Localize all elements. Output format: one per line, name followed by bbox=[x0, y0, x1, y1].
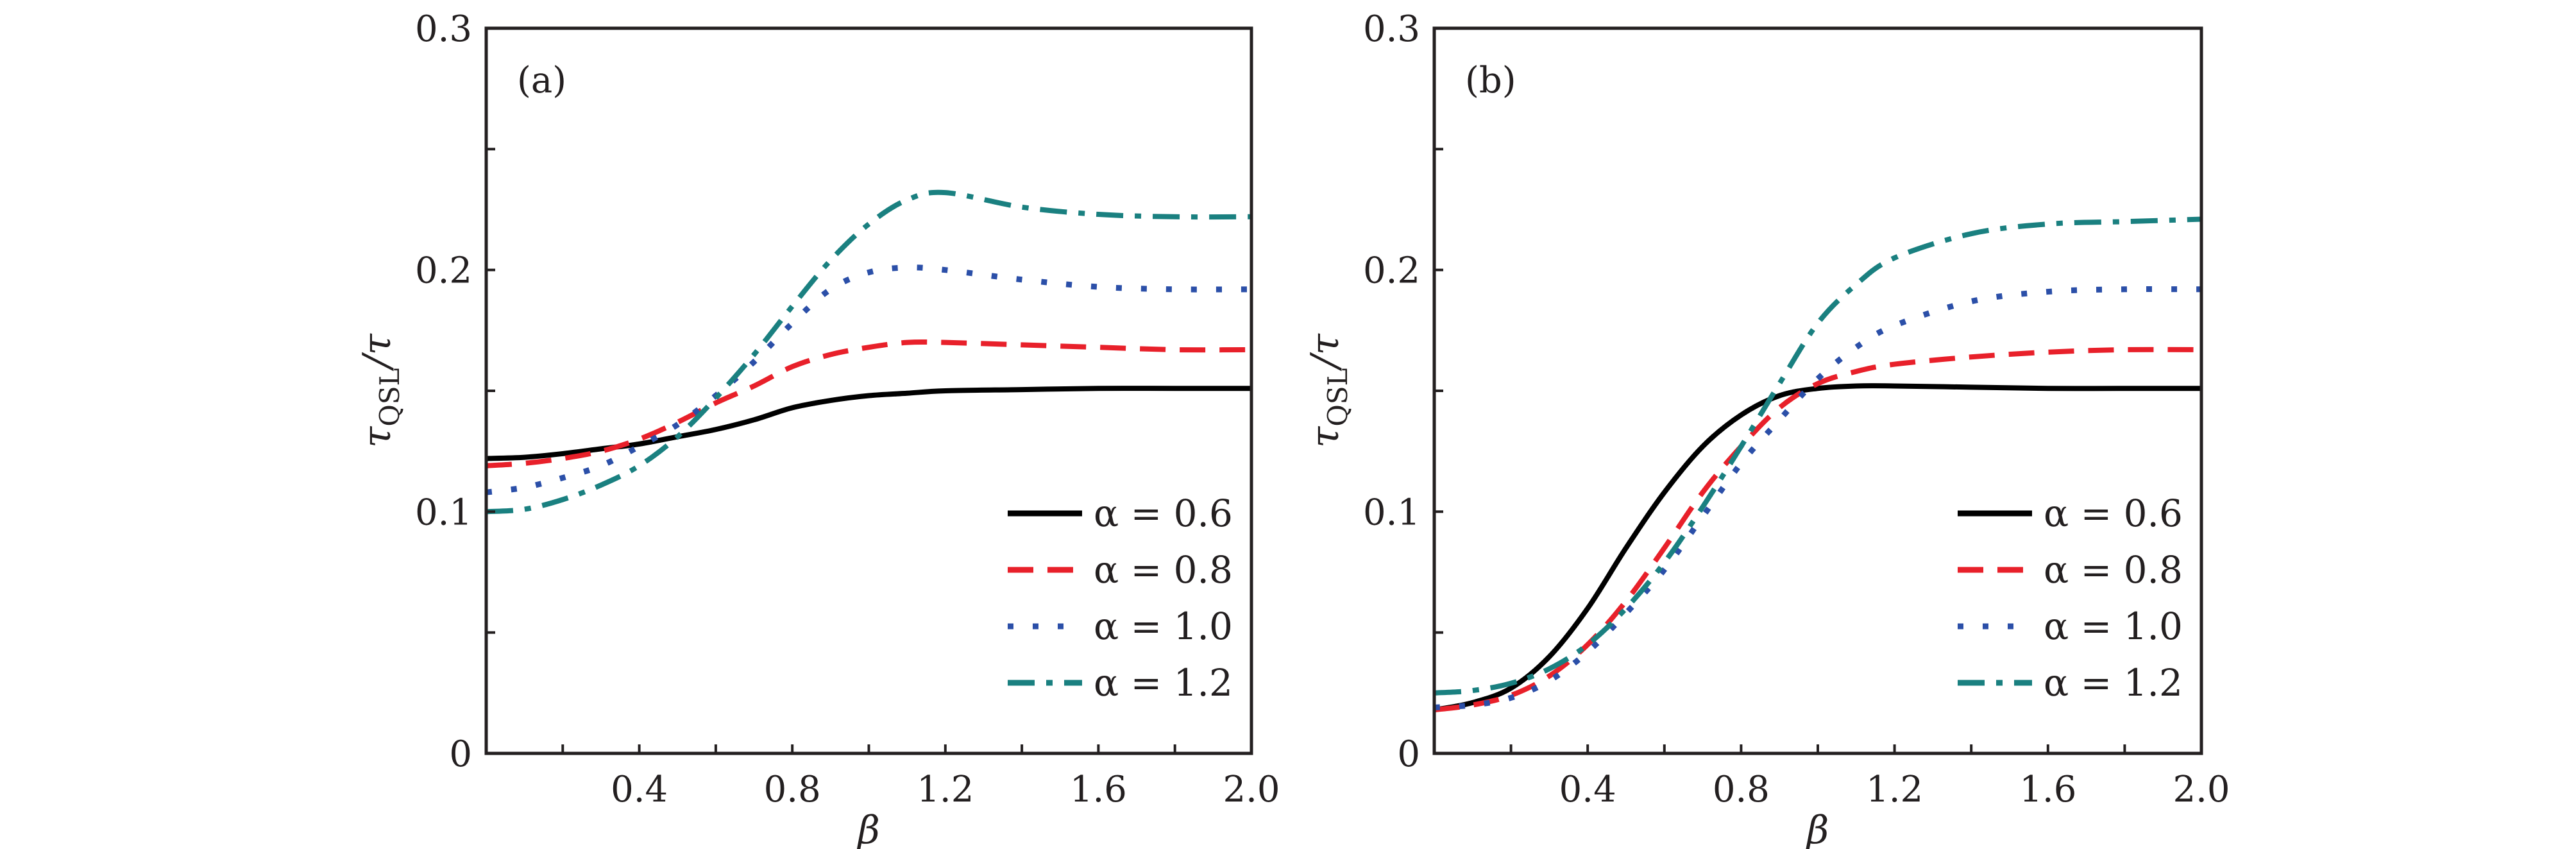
y-axis-label: τQSL/τ bbox=[355, 333, 405, 448]
series-line-1 bbox=[486, 339, 1252, 468]
x-tick-label: 0.8 bbox=[1713, 769, 1770, 810]
x-tick-label: 2.0 bbox=[2173, 769, 2230, 810]
y-tick-label: 0.3 bbox=[1363, 8, 1420, 50]
legend-label-3: α = 1.2 bbox=[2044, 661, 2183, 705]
series-line-0 bbox=[1434, 383, 2201, 713]
series-line-2 bbox=[486, 264, 1252, 495]
legend-label-1: α = 0.8 bbox=[1094, 548, 1233, 592]
series-line-3 bbox=[1434, 216, 2202, 696]
y-tick-label: 0.3 bbox=[415, 8, 472, 50]
y-tick-label: 0.2 bbox=[415, 250, 472, 292]
y-tick-label: 0.1 bbox=[415, 492, 472, 533]
x-tick-label: 0.4 bbox=[611, 769, 668, 810]
x-tick-label: 0.4 bbox=[1559, 769, 1616, 810]
panel-label: (a) bbox=[517, 60, 566, 101]
y-axis-label-tail: /τ bbox=[355, 333, 400, 371]
y-tick-label: 0 bbox=[1397, 733, 1420, 775]
x-axis-label: β bbox=[856, 808, 880, 849]
legend-label-3: α = 1.2 bbox=[1094, 661, 1233, 705]
y-axis-label: τQSL/τ bbox=[1303, 333, 1353, 448]
series-line-1 bbox=[1434, 347, 2202, 713]
x-tick-label: 0.8 bbox=[764, 769, 821, 810]
x-tick-label: 1.2 bbox=[1866, 769, 1923, 810]
y-axis-label-sub: QSL bbox=[374, 368, 405, 427]
y-tick-label: 0 bbox=[449, 733, 472, 775]
legend-label-0: α = 0.6 bbox=[2044, 492, 2183, 535]
legend-label-0: α = 0.6 bbox=[1094, 492, 1233, 535]
panel-label: (b) bbox=[1465, 60, 1516, 101]
series-line-2 bbox=[1434, 286, 2202, 710]
x-axis-label: β bbox=[1806, 808, 1829, 849]
legend-label-1: α = 0.8 bbox=[2044, 548, 2183, 592]
y-tick-label: 0.1 bbox=[1363, 492, 1420, 533]
panel-a: α = 0.6 α = 0.8 α = 1.0 α = 1.2 0.4 0.8 1.2 1.6… bbox=[355, 8, 1280, 849]
legend-label-2: α = 1.0 bbox=[1094, 605, 1233, 648]
panel-b: α = 0.6 α = 0.8 α = 1.0 α = 1.2 0.4 0.8 1.2 1.6… bbox=[1303, 8, 2230, 849]
y-axis-label-main: τ bbox=[1303, 426, 1348, 448]
x-tick-label: 1.6 bbox=[2019, 769, 2076, 810]
legend-label-2: α = 1.0 bbox=[2044, 605, 2183, 648]
y-axis-label-main: τ bbox=[355, 426, 400, 448]
y-tick-label: 0.2 bbox=[1363, 250, 1420, 292]
x-tick-label: 1.6 bbox=[1070, 769, 1127, 810]
y-axis-label-tail: /τ bbox=[1303, 333, 1348, 371]
x-tick-label: 1.2 bbox=[917, 769, 974, 810]
x-tick-label: 2.0 bbox=[1223, 769, 1280, 810]
series-line-0 bbox=[486, 386, 1251, 461]
series-line-3 bbox=[486, 189, 1252, 515]
y-axis-label-sub: QSL bbox=[1322, 368, 1353, 427]
